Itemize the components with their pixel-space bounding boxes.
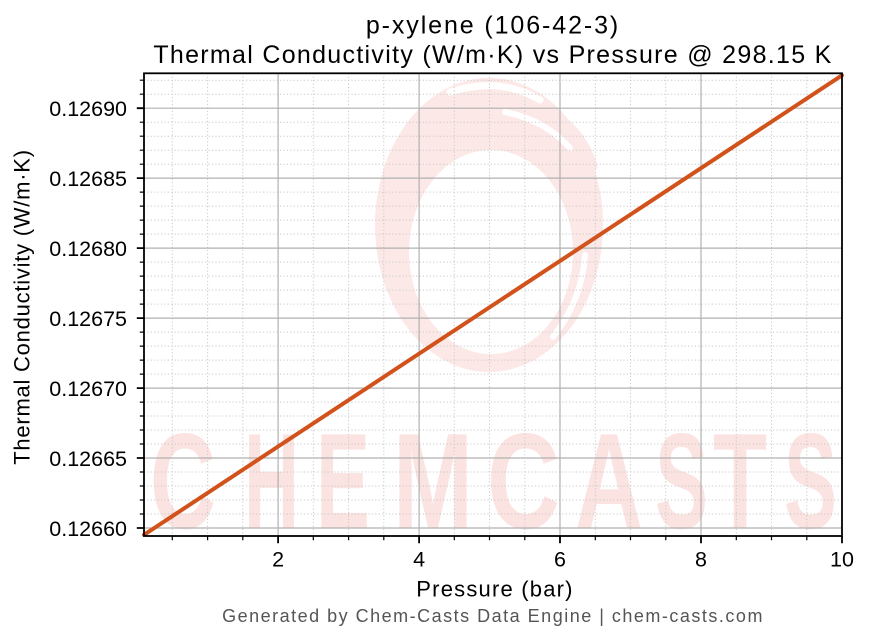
svg-text:C: C: [150, 405, 216, 557]
svg-text:T: T: [713, 405, 767, 557]
svg-text:Pressure (bar): Pressure (bar): [416, 577, 573, 602]
svg-text:2: 2: [272, 548, 284, 572]
svg-text:8: 8: [695, 548, 707, 572]
svg-text:Thermal Conductivity (W/m·K) v: Thermal Conductivity (W/m·K) vs Pressure…: [153, 41, 832, 69]
svg-text:0.12675: 0.12675: [49, 307, 127, 331]
svg-text:0.12685: 0.12685: [49, 167, 127, 191]
svg-text:Thermal Conductivity (W/m·K): Thermal Conductivity (W/m·K): [10, 149, 35, 465]
svg-text:C: C: [487, 405, 560, 557]
svg-text:E: E: [316, 405, 370, 557]
svg-text:10: 10: [830, 548, 854, 572]
svg-text:4: 4: [413, 548, 425, 572]
svg-text:0.12690: 0.12690: [49, 97, 127, 121]
svg-text:0.12660: 0.12660: [49, 517, 127, 541]
svg-text:S: S: [784, 405, 837, 557]
svg-text:6: 6: [554, 548, 566, 572]
svg-text:S: S: [655, 405, 708, 557]
svg-text:Generated by Chem-Casts Data E: Generated by Chem-Casts Data Engine | ch…: [222, 606, 764, 626]
svg-text:0.12680: 0.12680: [49, 237, 127, 261]
svg-text:0.12665: 0.12665: [49, 447, 127, 471]
svg-text:H: H: [244, 405, 299, 557]
svg-text:A: A: [575, 405, 643, 557]
svg-text:p-xylene (106-42-3): p-xylene (106-42-3): [366, 12, 620, 40]
svg-text:M: M: [393, 405, 473, 557]
svg-text:0.12670: 0.12670: [49, 377, 127, 401]
